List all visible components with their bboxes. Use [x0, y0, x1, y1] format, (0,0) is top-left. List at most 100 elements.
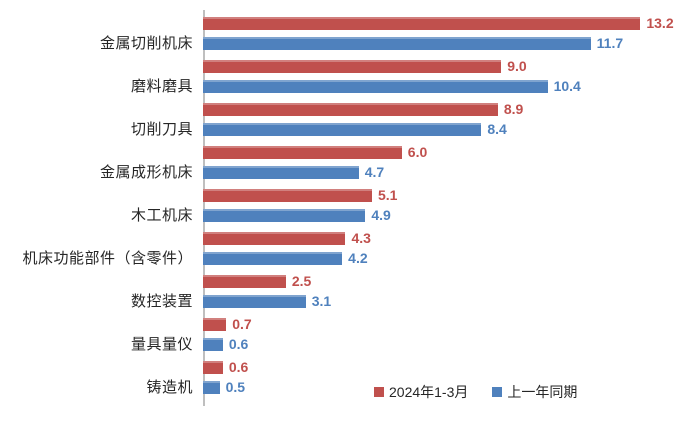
- bars-cell: 0.6 0.5: [203, 359, 700, 395]
- bar-row: 13.2: [203, 15, 700, 31]
- category-label: 切削刀具: [130, 121, 193, 138]
- bar-row: 8.4: [203, 121, 700, 137]
- bar-row: 0.7: [203, 316, 700, 332]
- legend: 2024年1-3月 上一年同期: [374, 385, 577, 399]
- category-label-cell: 磨料磨具: [0, 60, 203, 95]
- category-group: 量具量仪 0.7 0.6: [0, 316, 700, 353]
- bars-cell: 4.3 4.2: [203, 230, 700, 266]
- legend-swatch-blue: [492, 387, 503, 397]
- category-label: 金属成形机床: [99, 164, 193, 181]
- category-group: 机床功能部件（含零件） 4.3 4.2: [0, 230, 700, 267]
- category-label: 磨料磨具: [130, 78, 193, 95]
- category-label-cell: 机床功能部件（含零件）: [0, 232, 203, 267]
- bar-current-period: [203, 361, 223, 374]
- bars-cell: 6.0 4.7: [203, 144, 700, 180]
- value-label: 11.7: [596, 35, 624, 51]
- bar-current-period: [203, 189, 372, 202]
- bar-row: 4.3: [203, 230, 700, 246]
- bar-previous-period: [203, 166, 359, 179]
- bar-previous-period: [203, 381, 220, 394]
- category-group: 数控装置 2.5 3.1: [0, 273, 700, 310]
- bar-row: 5.1: [203, 187, 700, 203]
- category-label: 数控装置: [130, 293, 193, 310]
- category-label: 机床功能部件（含零件）: [22, 250, 193, 267]
- bar-row: 2.5: [203, 273, 700, 289]
- category-label: 金属切削机床: [99, 35, 193, 52]
- legend-label: 2024年1-3月: [389, 384, 469, 400]
- bar-current-period: [203, 318, 227, 331]
- category-label-cell: 量具量仪: [0, 318, 203, 353]
- bar-previous-period: [203, 123, 482, 136]
- bars-cell: 0.7 0.6: [203, 316, 700, 352]
- bar-row: 0.5: [203, 379, 700, 395]
- value-label: 4.3: [351, 230, 371, 246]
- value-label: 2.5: [291, 273, 312, 289]
- value-label: 8.9: [503, 101, 524, 117]
- value-label: 9.0: [507, 58, 527, 74]
- bar-previous-period: [203, 209, 366, 222]
- category-label-cell: 铸造机: [0, 361, 203, 396]
- bar-row: 3.1: [203, 293, 700, 309]
- value-label: 3.1: [311, 293, 332, 309]
- bar-previous-period: [203, 252, 343, 265]
- bar-current-period: [203, 232, 346, 245]
- category-group: 金属成形机床 6.0 4.7: [0, 144, 700, 181]
- bar-row: 4.7: [203, 164, 700, 180]
- value-label: 0.5: [225, 379, 246, 395]
- category-label-cell: 木工机床: [0, 189, 203, 224]
- bar-row: 9.0: [203, 58, 700, 74]
- category-label: 铸造机: [146, 379, 193, 396]
- value-label: 6.0: [407, 144, 428, 160]
- bars-cell: 9.0 10.4: [203, 58, 700, 94]
- value-label: 10.4: [553, 78, 581, 94]
- category-label: 量具量仪: [130, 336, 193, 353]
- bar-row: 0.6: [203, 336, 700, 352]
- bar-previous-period: [203, 80, 548, 93]
- legend-item-previous-period: 上一年同期: [492, 385, 577, 399]
- bar-row: 4.2: [203, 250, 700, 266]
- value-label: 4.9: [371, 207, 391, 223]
- bar-previous-period: [203, 295, 306, 308]
- plot-area: 金属切削机床 13.2 11.7 磨料磨具 9.0 10.4 切削刀具 8.9 8.4 金属成形机…: [0, 15, 700, 404]
- legend-label: 上一年同期: [507, 384, 578, 400]
- category-group: 切削刀具 8.9 8.4: [0, 101, 700, 138]
- value-label: 8.4: [487, 121, 507, 137]
- category-label-cell: 数控装置: [0, 275, 203, 310]
- bar-current-period: [203, 17, 641, 30]
- legend-item-current-period: 2024年1-3月: [374, 385, 468, 399]
- value-label: 0.6: [228, 359, 249, 375]
- category-label: 木工机床: [130, 207, 193, 224]
- category-label-cell: 金属切削机床: [0, 17, 203, 52]
- value-label: 0.7: [232, 316, 252, 332]
- category-group: 金属切削机床 13.2 11.7: [0, 15, 700, 52]
- bar-current-period: [203, 103, 498, 116]
- legend-swatch-red: [374, 387, 384, 397]
- bar-previous-period: [203, 37, 591, 50]
- bar-row: 4.9: [203, 207, 700, 223]
- category-group: 木工机床 5.1 4.9: [0, 187, 700, 224]
- category-group: 磨料磨具 9.0 10.4: [0, 58, 700, 95]
- bar-previous-period: [203, 338, 223, 351]
- bar-row: 6.0: [203, 144, 700, 160]
- value-label: 4.7: [364, 164, 385, 180]
- value-label: 13.2: [646, 15, 674, 31]
- value-label: 5.1: [377, 187, 398, 203]
- category-axis-line: [203, 10, 205, 406]
- bars-cell: 8.9 8.4: [203, 101, 700, 137]
- bar-current-period: [203, 275, 286, 288]
- category-label-cell: 金属成形机床: [0, 146, 203, 181]
- bar-current-period: [203, 146, 402, 159]
- bar-row: 11.7: [203, 35, 700, 51]
- value-label: 4.2: [348, 250, 368, 266]
- bars-cell: 2.5 3.1: [203, 273, 700, 309]
- category-group: 铸造机 0.6 0.5: [0, 359, 700, 396]
- bar-current-period: [203, 60, 502, 73]
- bars-cell: 5.1 4.9: [203, 187, 700, 223]
- bar-row: 0.6: [203, 359, 700, 375]
- bar-row: 8.9: [203, 101, 700, 117]
- bar-row: 10.4: [203, 78, 700, 94]
- value-label: 0.6: [228, 336, 249, 352]
- bars-cell: 13.2 11.7: [203, 15, 700, 51]
- category-label-cell: 切削刀具: [0, 103, 203, 138]
